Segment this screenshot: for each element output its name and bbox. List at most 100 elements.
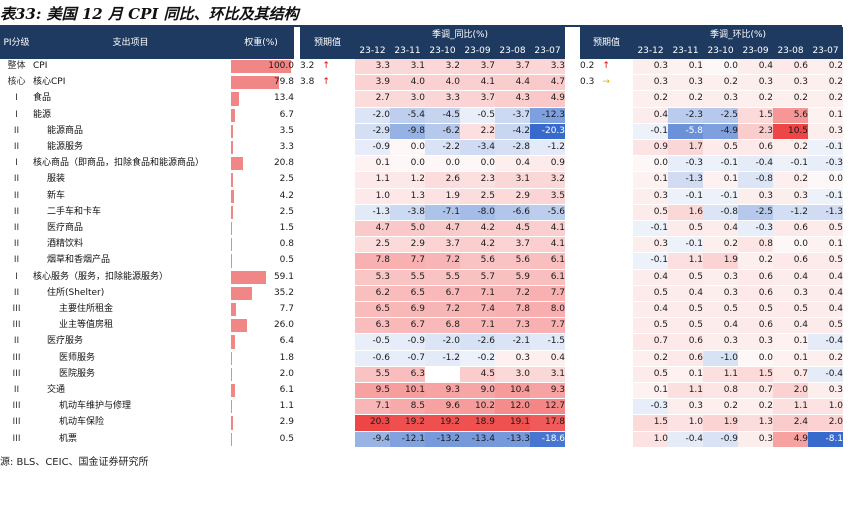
mom-cell: -0.1 bbox=[668, 188, 704, 205]
weight-value: 3.5 bbox=[279, 125, 294, 136]
yoy-cell: 7.4 bbox=[460, 301, 495, 319]
mom-cell: 0.2 bbox=[703, 398, 739, 416]
mom-cell: 2.3 bbox=[738, 123, 774, 141]
yoy-cell: 4.5 bbox=[495, 220, 530, 238]
mom-cell: 0.3 bbox=[703, 285, 739, 303]
mom-cell: 0.3 bbox=[773, 188, 809, 205]
yoy-cell: -3.7 bbox=[495, 107, 530, 124]
table-row: II 新车 4.2 1.0 1.3 1.9 2.5 2.9 3.5 0.3 -0.1 -0.1 0.3 0… bbox=[0, 188, 844, 205]
header-month: 23-12 bbox=[633, 43, 669, 59]
weight-bar bbox=[231, 319, 247, 333]
yoy-cell: 17.8 bbox=[530, 414, 566, 432]
yoy-cell: 4.1 bbox=[460, 74, 495, 92]
header-month: 23-09 bbox=[460, 43, 495, 59]
mom-cell: -0.1 bbox=[668, 236, 704, 254]
weight-bar bbox=[231, 108, 236, 122]
mom-cell: 1.3 bbox=[738, 414, 774, 432]
row-weight: 20.8 bbox=[228, 155, 294, 173]
mom-cell: 0.6 bbox=[738, 317, 774, 335]
mom-cell: -1.2 bbox=[773, 204, 809, 222]
mom-cell: 0.6 bbox=[738, 285, 774, 303]
row-weight: 0.5 bbox=[228, 252, 294, 270]
mom-cell: 1.1 bbox=[703, 366, 739, 384]
spacer bbox=[565, 236, 581, 254]
row-weight: 6.1 bbox=[228, 382, 294, 400]
mom-cell: 0.1 bbox=[773, 350, 809, 367]
table-row: II 能源服务 3.3 -0.9 0.0 -2.2 -3.4 -2.8 -1.2 0.9 1.7 0.… bbox=[0, 139, 844, 157]
weight-bar bbox=[231, 335, 235, 349]
spacer bbox=[565, 285, 581, 303]
yoy-cell: -1.5 bbox=[530, 333, 566, 351]
yoy-cell: -0.9 bbox=[355, 139, 390, 157]
row-weight: 3.3 bbox=[228, 139, 294, 157]
table-row: I 核心服务（服务，扣除能源服务） 59.1 5.3 5.5 5.5 5.7 5.9 6.1 0.… bbox=[0, 269, 844, 286]
mom-cell: 0.7 bbox=[633, 333, 669, 351]
expected-yoy bbox=[300, 90, 355, 108]
yoy-cell: 4.0 bbox=[390, 74, 425, 92]
yoy-cell: -8.0 bbox=[460, 204, 495, 222]
yoy-cell: -0.5 bbox=[460, 107, 495, 124]
mom-cell: -0.4 bbox=[668, 431, 704, 448]
spacer bbox=[565, 155, 581, 173]
yoy-cell: 7.3 bbox=[495, 317, 530, 335]
weight-bar bbox=[231, 157, 244, 171]
mom-cell: -0.9 bbox=[703, 431, 739, 448]
yoy-cell: 3.3 bbox=[425, 90, 460, 108]
row-item: 住所(Shelter) bbox=[33, 285, 228, 303]
header-month: 23-07 bbox=[530, 43, 566, 59]
yoy-cell: 6.8 bbox=[425, 317, 460, 335]
spacer bbox=[565, 301, 581, 319]
table-row: II 交通 6.1 9.5 10.1 9.3 9.0 10.4 9.3 0.1 1.1 0.8 0.7 2… bbox=[0, 382, 844, 400]
expected-mom bbox=[580, 171, 634, 189]
row-level: 核心 bbox=[0, 74, 33, 92]
mom-cell: 0.0 bbox=[738, 350, 774, 367]
mom-cell: 2.0 bbox=[773, 382, 809, 400]
mom-cell: -0.4 bbox=[738, 155, 774, 173]
yoy-cell: 4.7 bbox=[355, 220, 390, 238]
table-row: II 医疗服务 6.4 -0.5 -0.9 -2.0 -2.6 -2.1 -1.5 0.7 0.6 0… bbox=[0, 333, 844, 351]
expected-yoy: 3.8 ↑ bbox=[300, 74, 355, 92]
weight-bar bbox=[231, 367, 233, 382]
expected-yoy bbox=[300, 414, 355, 432]
header-mom-group: 季调_环比(%) bbox=[633, 27, 844, 43]
row-level: II bbox=[0, 285, 33, 303]
yoy-cell: 3.7 bbox=[495, 59, 530, 76]
spacer bbox=[565, 220, 581, 238]
yoy-cell: 1.9 bbox=[425, 188, 460, 205]
yoy-cell: 4.1 bbox=[530, 236, 566, 254]
row-weight: 26.0 bbox=[228, 317, 294, 335]
yoy-cell: -4.2 bbox=[495, 123, 530, 141]
table-row: III 机票 0.5 -9.4 -12.1 -13.2 -13.4 -13.3 -18.6 1.0… bbox=[0, 431, 844, 448]
weight-value: 2.5 bbox=[279, 206, 294, 217]
mom-cell: 0.0 bbox=[703, 59, 739, 76]
mom-cell: -0.4 bbox=[808, 333, 844, 351]
weight-value: 1.5 bbox=[279, 223, 294, 234]
row-weight: 3.5 bbox=[228, 123, 294, 141]
row-weight: 2.5 bbox=[228, 204, 294, 222]
mom-cell: 0.3 bbox=[633, 236, 669, 254]
mom-cell: 0.1 bbox=[668, 59, 704, 76]
yoy-cell: 8.0 bbox=[530, 301, 566, 319]
mom-cell: 0.2 bbox=[703, 236, 739, 254]
yoy-cell: 5.7 bbox=[460, 269, 495, 286]
mom-cell: 0.1 bbox=[773, 333, 809, 351]
spacer bbox=[294, 220, 300, 238]
mom-cell: 1.0 bbox=[633, 431, 669, 448]
mom-cell: -0.1 bbox=[703, 155, 739, 173]
expected-yoy bbox=[300, 431, 355, 448]
yoy-cell: 2.9 bbox=[495, 188, 530, 205]
yoy-cell: 7.7 bbox=[530, 285, 566, 303]
yoy-cell: -13.3 bbox=[495, 431, 530, 448]
table-row: 整体 CPI 100.0 3.2 ↑ 3.3 3.1 3.2 3.7 3.7 3.3 0.2 ↑ 0.3 0… bbox=[0, 59, 844, 76]
spacer bbox=[294, 414, 300, 432]
row-weight: 6.7 bbox=[228, 107, 294, 124]
mom-cell: 0.5 bbox=[668, 301, 704, 319]
expected-mom bbox=[580, 301, 634, 319]
row-level: I bbox=[0, 107, 33, 124]
spacer bbox=[294, 333, 300, 351]
mom-cell: 0.1 bbox=[633, 382, 669, 400]
mom-cell: 1.7 bbox=[668, 139, 704, 157]
mom-cell: 0.8 bbox=[703, 382, 739, 400]
spacer bbox=[294, 382, 300, 400]
yoy-cell: 3.5 bbox=[530, 188, 566, 205]
